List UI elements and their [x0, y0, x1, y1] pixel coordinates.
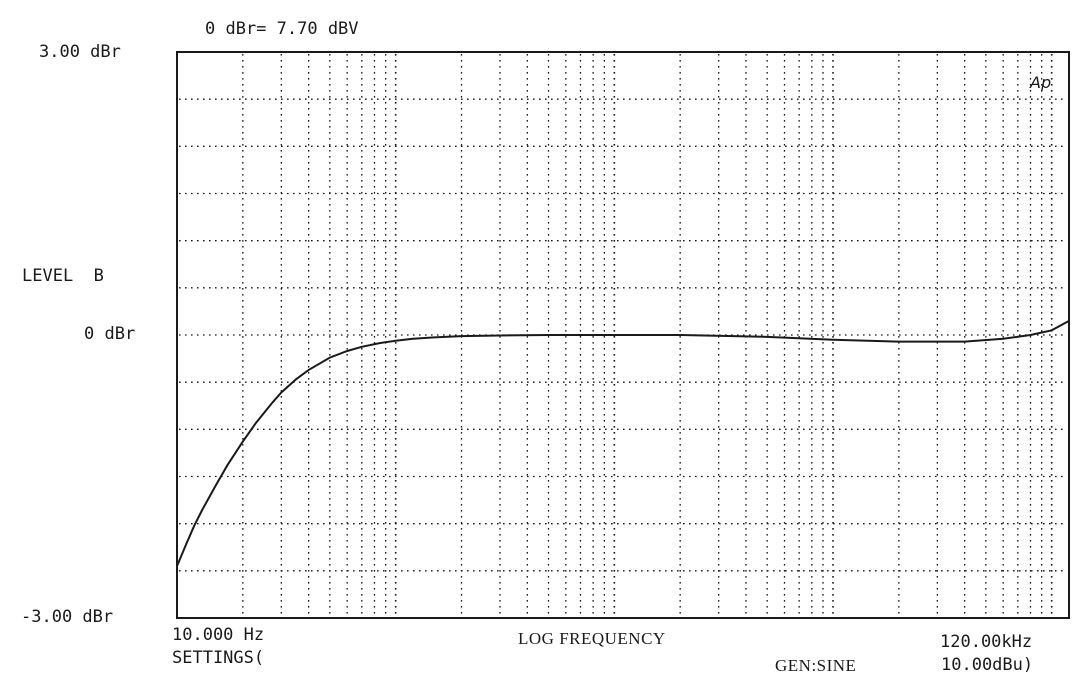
y-axis-label: LEVEL B: [22, 266, 104, 286]
x-tick-right: 120.00kHz: [940, 632, 1033, 652]
generator-label: GEN:SINE: [775, 656, 857, 675]
y-tick-top: 3.00 dBr: [39, 42, 121, 62]
x-axis-label: LOG FREQUENCY: [518, 629, 666, 648]
settings-label: SETTINGS(: [172, 648, 265, 668]
y-tick-middle: 0 dBr: [84, 324, 136, 344]
x-tick-left: 10.000 Hz: [172, 625, 265, 645]
plot-frame: [176, 51, 1070, 619]
grid: [179, 54, 1067, 616]
y-tick-bottom: -3.00 dBr: [21, 607, 114, 627]
series-line: [176, 320, 1070, 567]
reference-level-label: 0 dBr= 7.70 dBV: [205, 19, 359, 39]
audio-precision-logo: Ap: [1029, 73, 1051, 92]
generator-level-label: 10.00dBu): [941, 655, 1034, 675]
